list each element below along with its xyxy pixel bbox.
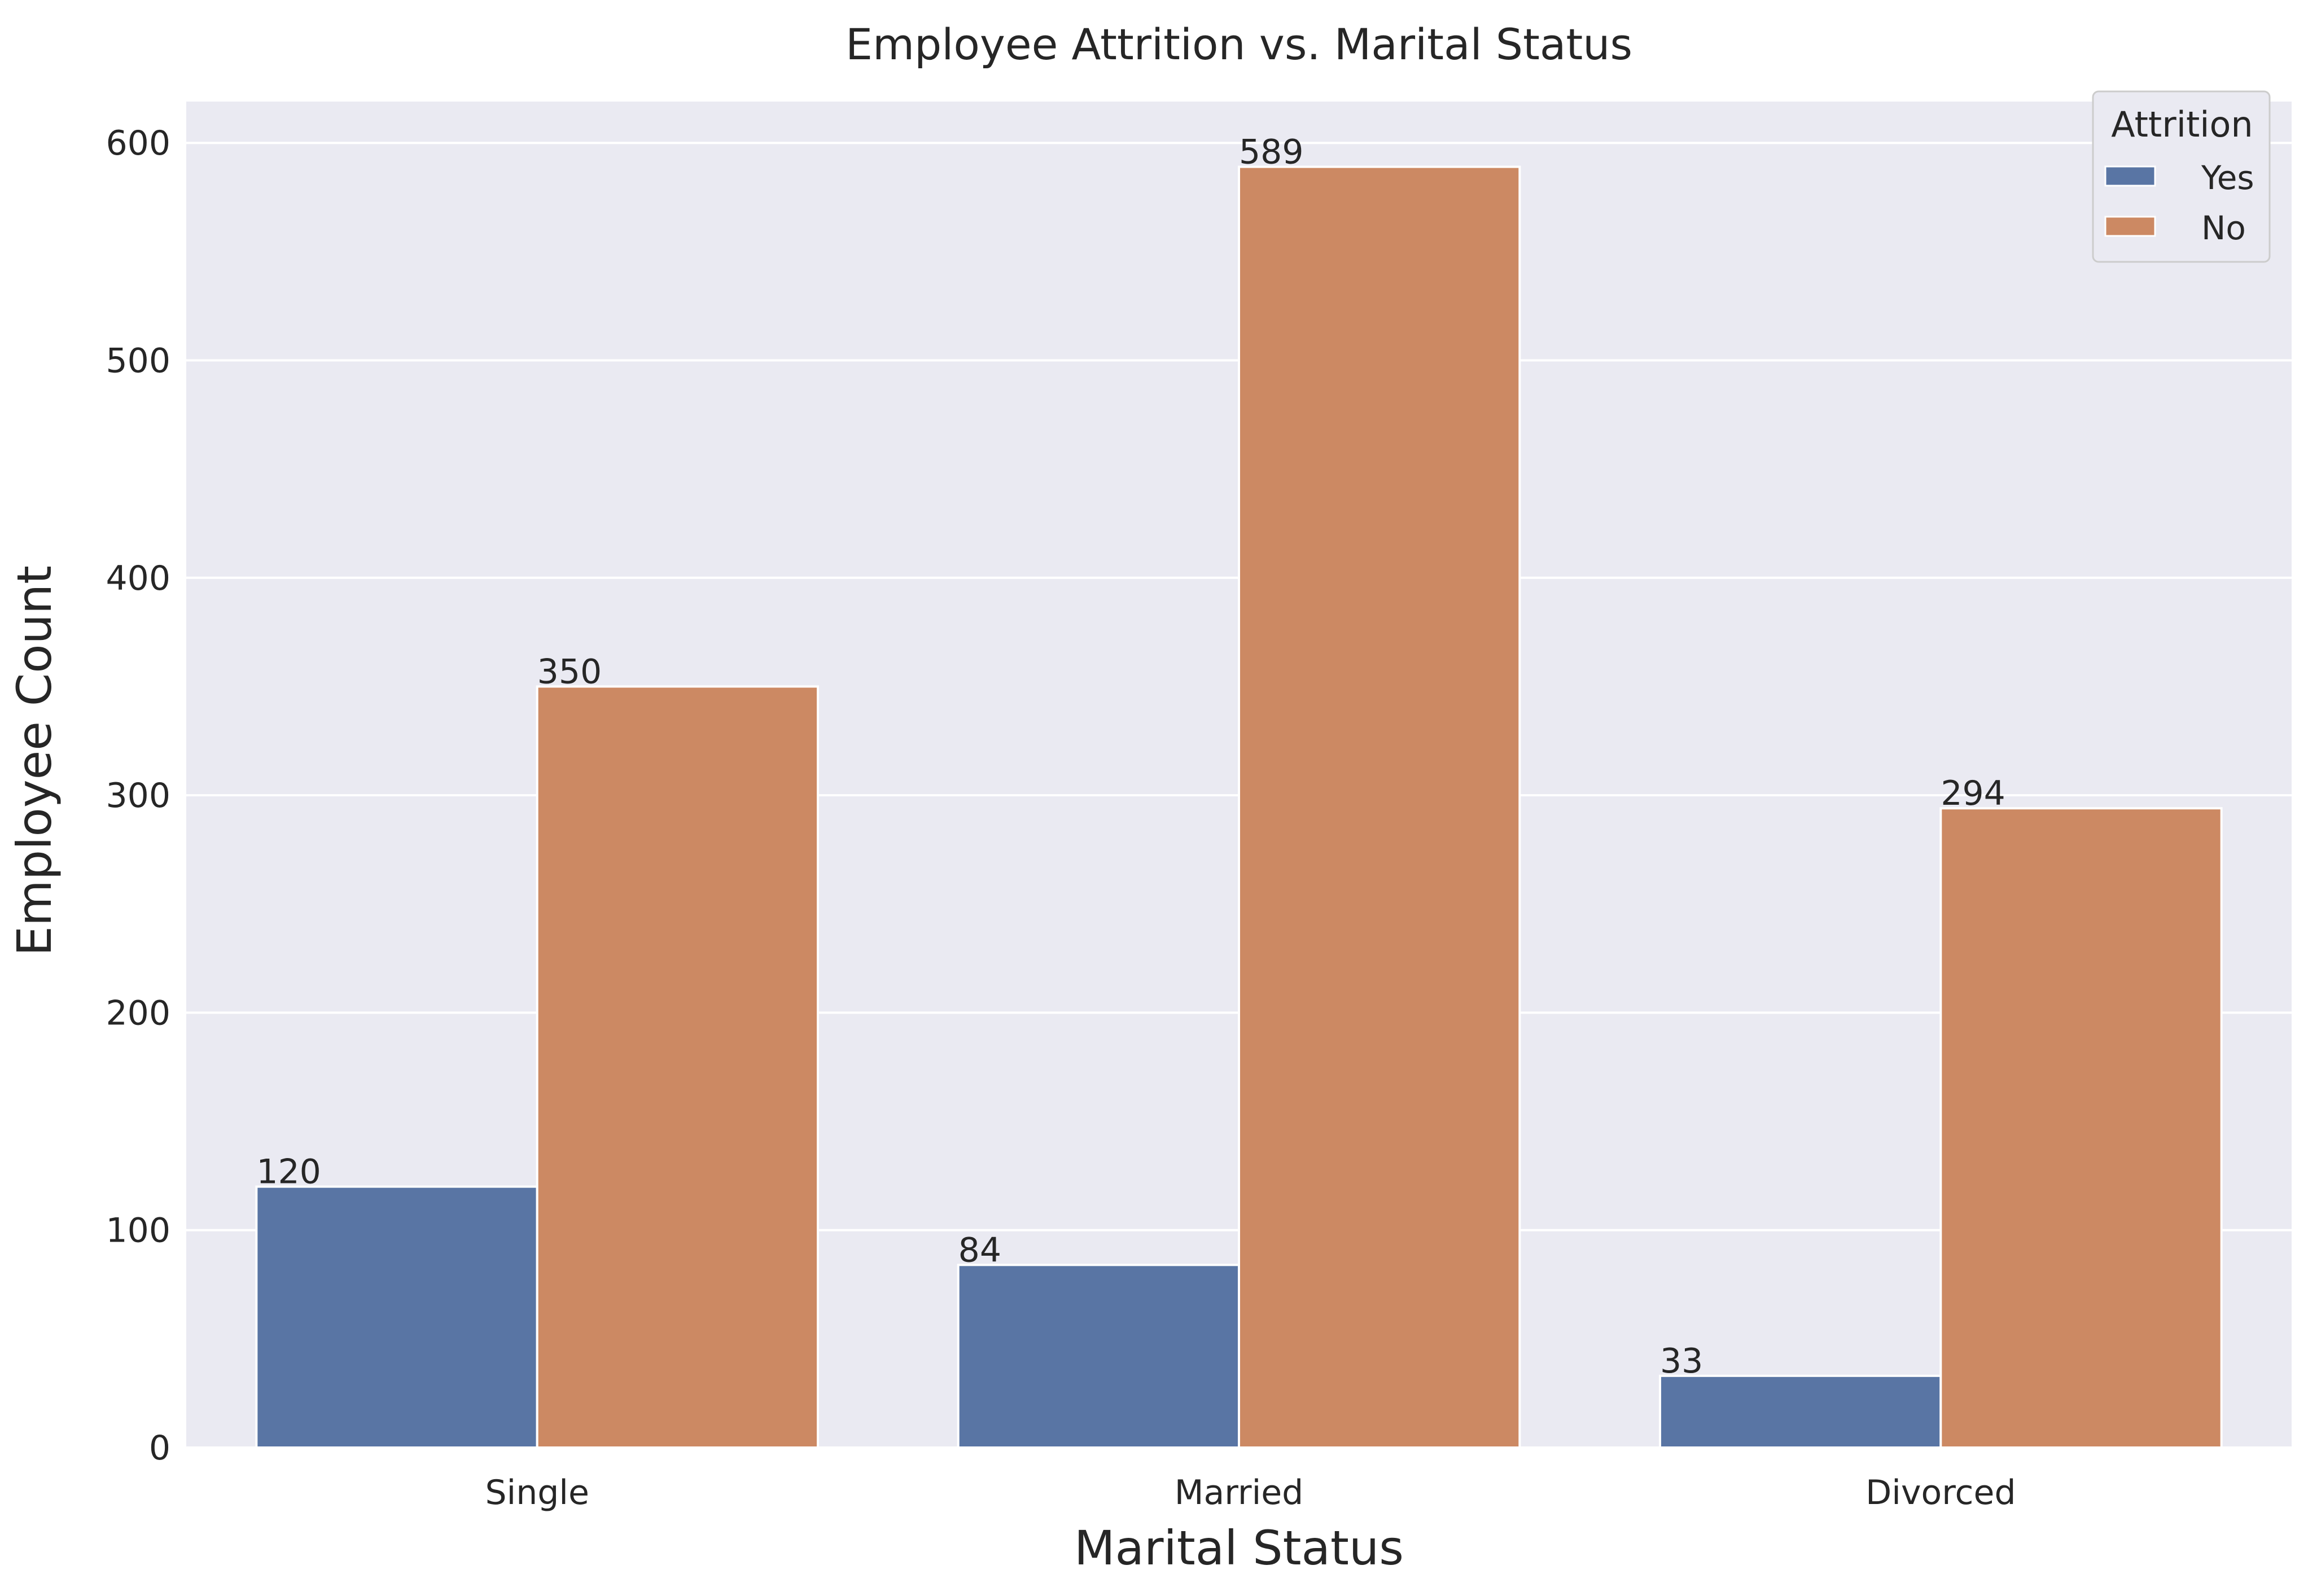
y-tick-label-600: 600 <box>106 124 170 163</box>
chart-title: Employee Attrition vs. Marital Status <box>846 19 1632 69</box>
legend-label-no: No <box>2201 209 2246 247</box>
bar-married-no <box>1238 165 1521 1449</box>
data-label-married-yes: 84 <box>958 1230 1001 1270</box>
bar-divorced-no <box>1939 807 2223 1449</box>
data-label-single-yes: 120 <box>256 1152 321 1192</box>
x-tick-label-divorced: Divorced <box>1865 1473 2016 1512</box>
y-tick-label-100: 100 <box>106 1211 170 1251</box>
x-axis-label: Marital Status <box>1074 1520 1404 1576</box>
data-labels: 120 350 84 589 33 294 <box>256 133 2005 1381</box>
x-tick-label-married: Married <box>1175 1473 1304 1512</box>
bar-single-yes <box>255 1185 538 1449</box>
y-tick-label-0: 0 <box>149 1428 170 1468</box>
legend-swatch-no <box>2104 216 2156 237</box>
legend-label-yes: Yes <box>2201 159 2254 197</box>
bar-married-yes <box>957 1264 1240 1449</box>
bar-single-no <box>536 685 820 1449</box>
data-label-single-no: 350 <box>537 652 602 691</box>
data-label-divorced-no: 294 <box>1941 774 2005 813</box>
data-label-divorced-yes: 33 <box>1660 1341 1703 1381</box>
y-tick-label-400: 400 <box>106 559 170 598</box>
y-axis-label: Employee Count <box>7 565 62 956</box>
y-tick-label-200: 200 <box>106 993 170 1033</box>
data-label-married-no: 589 <box>1239 133 1304 172</box>
y-tick-label-500: 500 <box>106 341 170 381</box>
legend-title: Attrition <box>2111 104 2253 145</box>
x-axis-ticks: Single Married Divorced <box>485 1473 2016 1512</box>
y-tick-label-300: 300 <box>106 776 170 815</box>
bar-divorced-yes <box>1659 1374 1942 1449</box>
y-axis-ticks: 0 100 200 300 400 500 600 <box>106 124 170 1468</box>
bars <box>255 165 2223 1449</box>
legend-swatch-yes <box>2104 165 2156 187</box>
x-tick-label-single: Single <box>485 1473 589 1512</box>
legend: Attrition Yes No <box>2092 90 2271 263</box>
